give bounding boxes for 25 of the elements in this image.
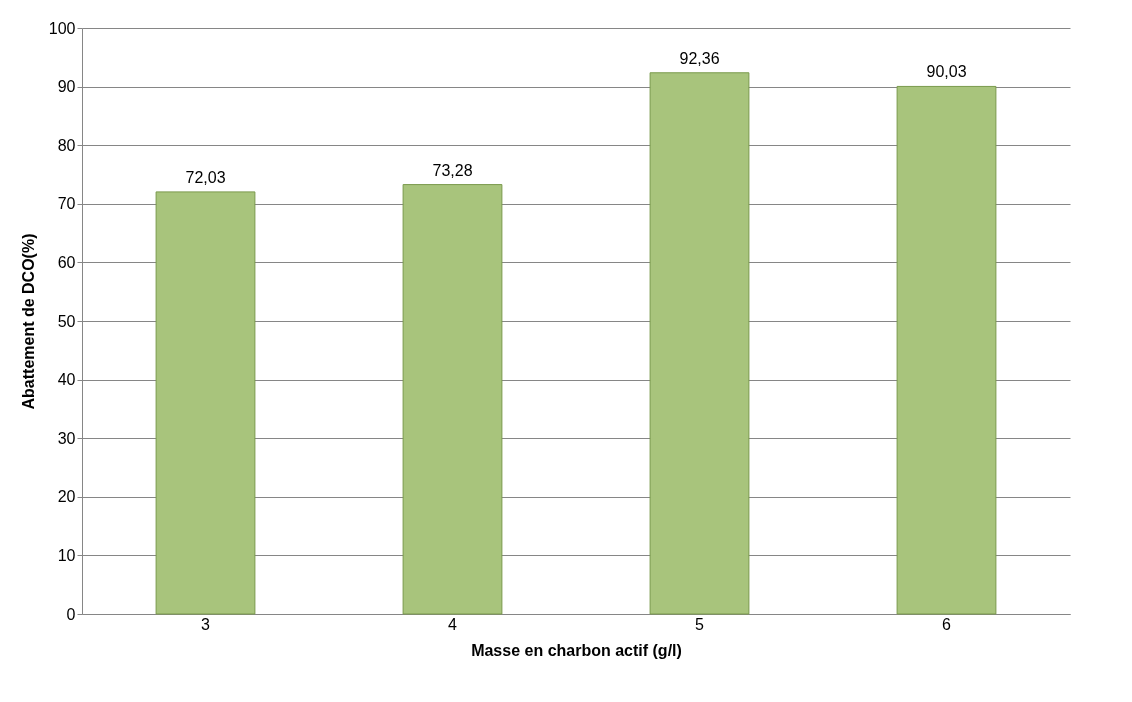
y-tick-label: 0 xyxy=(66,605,76,623)
y-tick-label: 50 xyxy=(57,312,76,330)
bar xyxy=(155,191,256,615)
bar xyxy=(402,184,503,615)
data-label: 72,03 xyxy=(185,168,226,186)
x-tick-label: 5 xyxy=(695,615,705,633)
y-tick-label: 90 xyxy=(57,78,76,96)
y-axis-title: Abattement de DCO(%) xyxy=(19,233,37,410)
y-tick-label: 30 xyxy=(57,429,76,447)
y-tick-label: 60 xyxy=(57,253,76,271)
data-label: 73,28 xyxy=(432,161,473,179)
data-label: 92,36 xyxy=(679,49,720,67)
y-tick-label: 40 xyxy=(57,371,76,389)
y-tick-label: 10 xyxy=(57,546,76,564)
y-tick-label: 70 xyxy=(57,195,76,213)
y-tick-label: 20 xyxy=(57,488,76,506)
bar xyxy=(649,72,750,615)
y-tick-label: 100 xyxy=(48,19,76,37)
x-tick-label: 3 xyxy=(201,615,211,633)
x-tick-label: 6 xyxy=(942,615,952,633)
bar xyxy=(896,85,997,615)
y-tick-label: 80 xyxy=(57,136,76,154)
x-axis-title: Masse en charbon actif (g/l) xyxy=(471,641,682,659)
x-tick-label: 4 xyxy=(448,615,458,633)
data-label: 90,03 xyxy=(926,63,967,81)
